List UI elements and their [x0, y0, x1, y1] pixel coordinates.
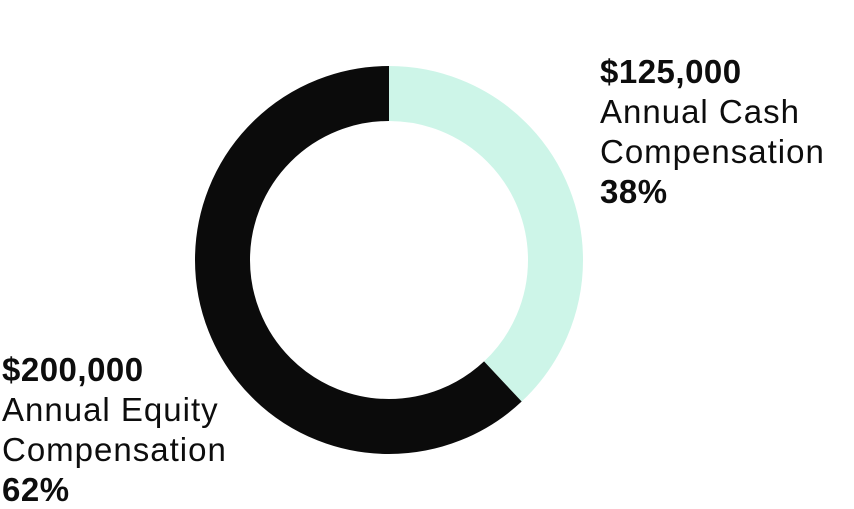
cash-name-line2: Compensation	[600, 133, 825, 170]
equity-amount: $200,000	[2, 351, 144, 388]
equity-name-line1: Annual Equity	[2, 391, 219, 428]
donut-chart	[195, 66, 583, 454]
cash-amount: $125,000	[600, 53, 742, 90]
equity-compensation-label: $200,000 Annual Equity Compensation 62%	[2, 350, 227, 509]
cash-percent: 38%	[600, 173, 668, 210]
equity-percent: 62%	[2, 471, 70, 508]
cash-compensation-label: $125,000 Annual Cash Compensation 38%	[600, 52, 825, 212]
cash-name-line1: Annual Cash	[600, 93, 800, 130]
equity-name-line2: Compensation	[2, 431, 227, 468]
donut-slice-annual-equity-compensation	[195, 66, 583, 454]
